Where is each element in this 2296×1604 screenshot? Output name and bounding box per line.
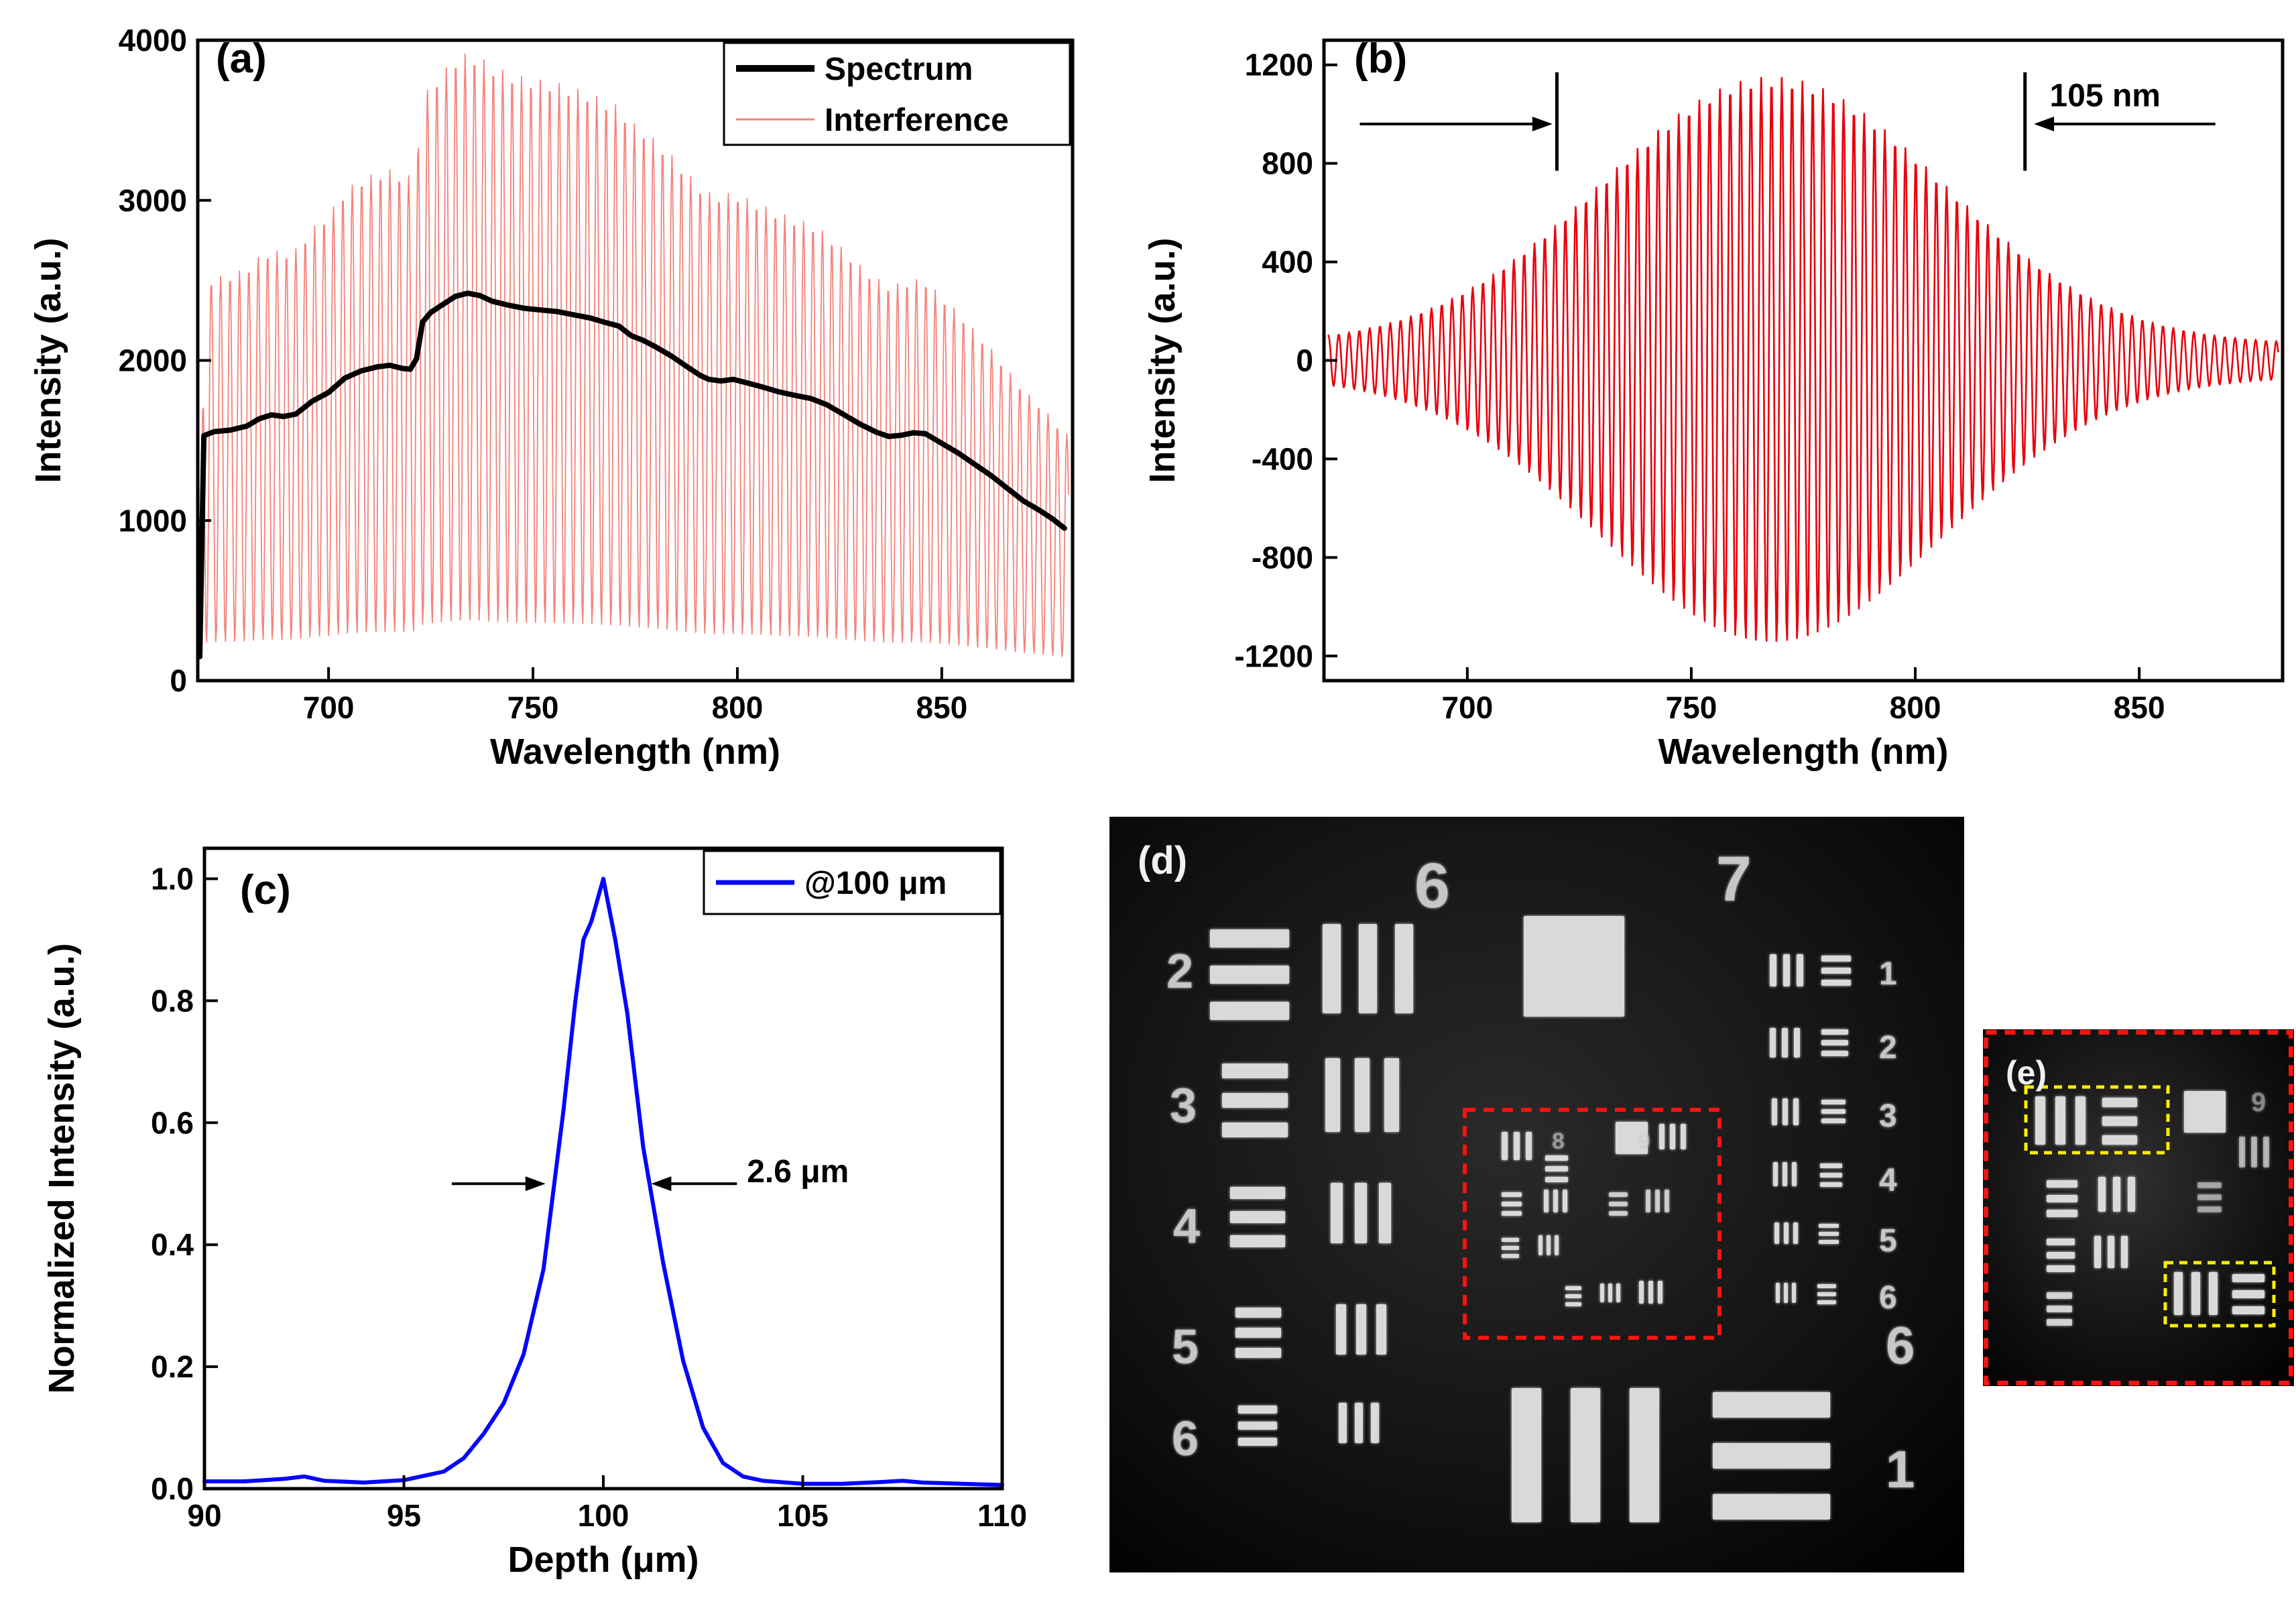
svg-text:0.4: 0.4	[151, 1227, 194, 1262]
svg-text:90: 90	[187, 1498, 221, 1533]
svg-text:5: 5	[1172, 1320, 1199, 1374]
svg-text:Spectrum: Spectrum	[825, 52, 973, 87]
svg-text:100: 100	[578, 1498, 629, 1533]
svg-text:1000: 1000	[119, 503, 187, 538]
svg-text:2: 2	[1166, 945, 1193, 998]
panel-a-spectrum-chart: 700 750 800 850 0 1000 2000 3000 4000 Wavelength …	[0, 0, 1120, 805]
svg-text:-800: -800	[1252, 540, 1313, 575]
svg-text:400: 400	[1262, 245, 1313, 280]
svg-text:@100 μm: @100 μm	[804, 866, 947, 901]
svg-text:105 nm: 105 nm	[2050, 78, 2161, 114]
svg-text:95: 95	[387, 1498, 421, 1533]
svg-text:Intensity (a.u.): Intensity (a.u.)	[1142, 237, 1183, 483]
ac-interference-chart: 700 750 800 850 -1200 -800 -400 0 400 800 1200 Wave…	[1142, 38, 2285, 772]
svg-text:8: 8	[1552, 1129, 1565, 1154]
panel-d-label: (d)	[1138, 839, 1188, 882]
svg-text:800: 800	[1262, 146, 1313, 181]
svg-text:6: 6	[1879, 1280, 1897, 1316]
svg-text:105: 105	[777, 1498, 829, 1533]
svg-text:Normalized Intensity (a.u.): Normalized Intensity (a.u.)	[42, 943, 82, 1393]
svg-text:0: 0	[1296, 343, 1313, 378]
svg-text:1: 1	[1886, 1440, 1915, 1499]
svg-text:Intensity (a.u.): Intensity (a.u.)	[28, 237, 68, 483]
svg-text:0.6: 0.6	[151, 1105, 194, 1140]
svg-text:-400: -400	[1252, 441, 1313, 476]
svg-text:850: 850	[916, 690, 967, 725]
panel-c-label: (c)	[240, 867, 291, 913]
svg-text:1.0: 1.0	[151, 861, 194, 896]
svg-text:4000: 4000	[119, 23, 187, 58]
svg-text:1200: 1200	[1245, 48, 1313, 82]
panel-e-zoom-inset-image: 9 (e)	[1983, 1029, 2294, 1386]
svg-text:3000: 3000	[119, 183, 187, 218]
svg-text:700: 700	[303, 690, 355, 725]
svg-text:9: 9	[1638, 1129, 1650, 1154]
svg-text:6: 6	[1414, 850, 1450, 921]
svg-text:800: 800	[1890, 690, 1941, 725]
panel-c-axial-psf-chart: 90 95 100 105 110 0.0 0.2 0.4 0.6 0.8 1.0 Depth (μm…	[20, 811, 1046, 1604]
svg-text:Wavelength (nm): Wavelength (nm)	[1658, 732, 1948, 772]
svg-text:0.0: 0.0	[151, 1471, 194, 1506]
svg-text:6: 6	[1172, 1412, 1199, 1466]
svg-text:0: 0	[170, 663, 187, 698]
svg-text:2: 2	[1879, 1030, 1897, 1066]
spectrum-interference-chart: 700 750 800 850 0 1000 2000 3000 4000 Wavelength …	[28, 23, 1075, 772]
svg-text:0.8: 0.8	[151, 983, 194, 1018]
svg-text:Depth (μm): Depth (μm)	[507, 1540, 699, 1580]
panel-b-label: (b)	[1354, 36, 1408, 82]
svg-text:Wavelength (nm): Wavelength (nm)	[490, 732, 780, 772]
svg-text:3: 3	[1879, 1098, 1897, 1134]
svg-text:110: 110	[977, 1498, 1027, 1533]
svg-text:-1200: -1200	[1234, 638, 1313, 673]
svg-text:2000: 2000	[119, 343, 187, 378]
svg-text:750: 750	[1666, 690, 1717, 725]
svg-text:3: 3	[1170, 1079, 1197, 1133]
svg-text:0.2: 0.2	[151, 1349, 194, 1384]
panel-e-label: (e)	[2006, 1054, 2047, 1092]
svg-text:1: 1	[1879, 956, 1897, 992]
svg-text:4: 4	[1173, 1200, 1200, 1253]
svg-text:6: 6	[1886, 1316, 1915, 1375]
svg-text:4: 4	[1879, 1163, 1897, 1198]
svg-text:9: 9	[2251, 1088, 2266, 1117]
svg-text:7: 7	[1716, 844, 1752, 915]
svg-text:850: 850	[2114, 690, 2165, 725]
svg-text:750: 750	[507, 690, 559, 725]
svg-text:2.6 μm: 2.6 μm	[747, 1154, 849, 1190]
svg-text:5: 5	[1879, 1223, 1897, 1259]
zoom-inset-image: 9	[1983, 1029, 2294, 1386]
panel-a-label: (a)	[216, 36, 267, 82]
svg-text:Interference: Interference	[825, 103, 1009, 138]
svg-text:800: 800	[712, 690, 764, 725]
axial-psf-chart: 90 95 100 105 110 0.0 0.2 0.4 0.6 0.8 1.0 Depth (μm…	[42, 846, 1027, 1580]
svg-text:700: 700	[1441, 690, 1493, 725]
panel-b-interferogram-chart: 700 750 800 850 -1200 -800 -400 0 400 800 1200 Wave…	[1133, 0, 2296, 805]
